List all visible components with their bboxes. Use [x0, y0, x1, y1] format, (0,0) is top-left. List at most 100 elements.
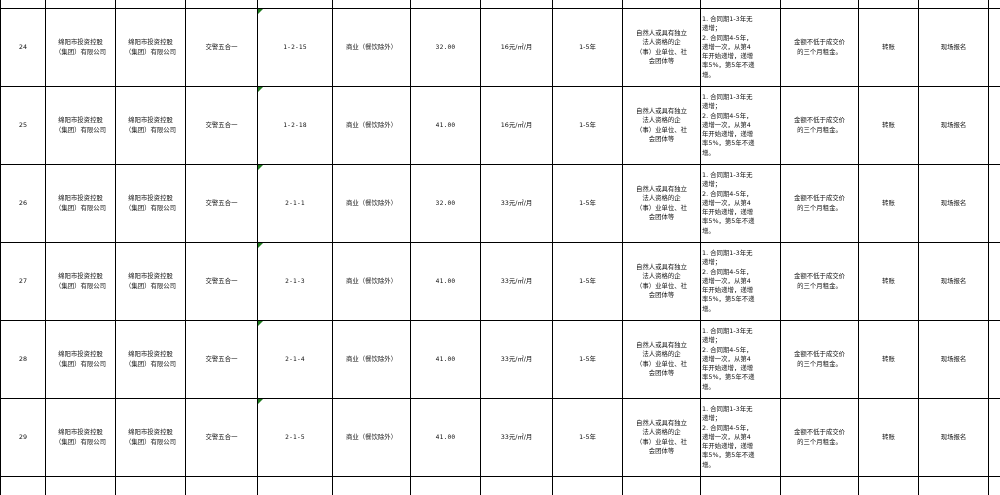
cell-row-number[interactable]: 24 — [1, 9, 46, 87]
cell-lease-term[interactable]: 1-5年 — [553, 9, 623, 87]
cell-project-name[interactable]: 交警五合一 — [186, 87, 258, 165]
cell-usage[interactable]: 商业（餐饮除外） — [333, 243, 411, 321]
cell-signup-method[interactable]: 现场报名 — [919, 243, 989, 321]
cell-starting-price[interactable]: 33元/㎡/月 — [481, 165, 553, 243]
cell-bidder-subject[interactable]: 自然人或具有独立法人资格的企（事）业单位、社会团体等 — [623, 165, 701, 243]
cell-lease-term[interactable]: 1-5年 — [553, 243, 623, 321]
cell-signup-method[interactable]: 现场报名 — [919, 321, 989, 399]
cell-lease-term[interactable]: 1-5年 — [553, 399, 623, 477]
cell-signup-method[interactable]: 现场报名 — [919, 9, 989, 87]
cell-bidder-subject[interactable]: 自然人或具有独立法人资格的企（事）业单位、社会团体等 — [623, 9, 701, 87]
cell-deposit[interactable]: 金额不低于成交价的三个月租金。 — [781, 321, 859, 399]
cell-unit-code[interactable]: 2-1-4 — [258, 321, 333, 399]
cell-entrust-unit[interactable]: 绵阳市投资控股（集团）有限公司 — [116, 9, 186, 87]
cell-deposit[interactable]: 金额不低于成交价的三个月租金。 — [781, 243, 859, 321]
cell-row-number[interactable]: 25 — [1, 87, 46, 165]
cell-unit-code[interactable]: 2-1-3 — [258, 243, 333, 321]
cell-owner[interactable]: 绵阳市投资控股（集团）有限公司 — [46, 87, 116, 165]
cell-unit-code[interactable]: 2-1-1 — [258, 165, 333, 243]
cell-deposit[interactable]: 金额不低于成交价的三个月租金。 — [781, 9, 859, 87]
cell-starting-price[interactable]: 16元/㎡/月 — [481, 9, 553, 87]
cell-unit-code[interactable]: 2-1-5 — [258, 399, 333, 477]
cell-owner[interactable]: 绵阳市投资控股（集团）有限公司 — [46, 321, 116, 399]
cell-payment-method[interactable]: 转账 — [859, 165, 919, 243]
cell-project-name[interactable]: 交警五合一 — [186, 165, 258, 243]
cell-unit-code[interactable]: 1-2-15 — [258, 9, 333, 87]
cell-area[interactable]: 32.00 — [411, 165, 481, 243]
cell-owner[interactable]: 绵阳市投资控股（集团）有限公司 — [46, 9, 116, 87]
cell-payment-method[interactable]: 转账 — [859, 321, 919, 399]
cell-signup-method[interactable]: 现场报名 — [919, 87, 989, 165]
cell-contact[interactable]: 杨先生、薛先生0816-2807167 — [989, 321, 1000, 399]
cell-lease-term[interactable]: 1-5年 — [553, 87, 623, 165]
cell-signup-method[interactable]: 现场报名 — [919, 399, 989, 477]
cell-starting-price[interactable]: 33元/㎡/月 — [481, 321, 553, 399]
cell-area[interactable]: 41.00 — [411, 87, 481, 165]
cell-owner[interactable]: 绵阳市投资控股（集团）有限公司 — [46, 243, 116, 321]
clipped-row-top — [1, 0, 1000, 9]
cell-contact[interactable]: 杨先生、薛先生0816-2807167 — [989, 243, 1000, 321]
cell-deposit[interactable]: 金额不低于成交价的三个月租金。 — [781, 399, 859, 477]
cell-bidder-subject[interactable]: 自然人或具有独立法人资格的企（事）业单位、社会团体等 — [623, 399, 701, 477]
cell-usage[interactable]: 商业（餐饮除外） — [333, 321, 411, 399]
cell-contact[interactable]: 杨先生、薛先生0816-2807167 — [989, 87, 1000, 165]
comment-marker-icon — [258, 165, 263, 170]
cell-payment-method[interactable]: 转账 — [859, 87, 919, 165]
cell-unit-code[interactable]: 1-2-18 — [258, 87, 333, 165]
cell-project-name[interactable]: 交警五合一 — [186, 399, 258, 477]
cell-contact[interactable]: 杨先生、薛先生0816-2807167 — [989, 9, 1000, 87]
cell-bidder-subject[interactable]: 自然人或具有独立法人资格的企（事）业单位、社会团体等 — [623, 87, 701, 165]
cell-contact[interactable]: 杨先生、薛先生0816-2807167 — [989, 165, 1000, 243]
cell-owner[interactable]: 绵阳市投资控股（集团）有限公司 — [46, 165, 116, 243]
comment-marker-icon — [258, 321, 263, 326]
comment-marker-icon — [258, 9, 263, 14]
cell-area[interactable]: 41.00 — [411, 399, 481, 477]
cell-starting-price[interactable]: 16元/㎡/月 — [481, 87, 553, 165]
cell-payment-method[interactable]: 转账 — [859, 9, 919, 87]
cell-entrust-unit[interactable]: 绵阳市投资控股（集团）有限公司 — [116, 399, 186, 477]
cell-area[interactable]: 32.00 — [411, 9, 481, 87]
cell-lease-term[interactable]: 1-5年 — [553, 321, 623, 399]
cell-signup-method[interactable]: 现场报名 — [919, 165, 989, 243]
cell-entrust-unit[interactable]: 绵阳市投资控股（集团）有限公司 — [116, 243, 186, 321]
cell-payment-method[interactable]: 转账 — [859, 399, 919, 477]
cell-area[interactable]: 41.00 — [411, 321, 481, 399]
cell-lease-term[interactable]: 1-5年 — [553, 165, 623, 243]
cell-project-name[interactable]: 交警五合一 — [186, 243, 258, 321]
cell-usage[interactable]: 商业（餐饮除外） — [333, 165, 411, 243]
cell-bidder-subject[interactable]: 自然人或具有独立法人资格的企（事）业单位、社会团体等 — [623, 243, 701, 321]
cell-row-number[interactable]: 29 — [1, 399, 46, 477]
cell-project-name[interactable]: 交警五合一 — [186, 9, 258, 87]
cell-area[interactable]: 41.00 — [411, 243, 481, 321]
cell-usage[interactable]: 商业（餐饮除外） — [333, 9, 411, 87]
cell-row-number[interactable]: 26 — [1, 165, 46, 243]
cell-bidder-subject[interactable]: 自然人或具有独立法人资格的企（事）业单位、社会团体等 — [623, 321, 701, 399]
cell-row-number[interactable]: 27 — [1, 243, 46, 321]
cell-project-name[interactable]: 交警五合一 — [186, 321, 258, 399]
cell-deposit[interactable]: 金额不低于成交价的三个月租金。 — [781, 165, 859, 243]
cell-starting-price[interactable]: 33元/㎡/月 — [481, 243, 553, 321]
cell-payment-method[interactable]: 转账 — [859, 243, 919, 321]
cell-usage[interactable]: 商业（餐饮除外） — [333, 87, 411, 165]
cell-starting-price[interactable]: 33元/㎡/月 — [481, 399, 553, 477]
cell-entrust-unit[interactable]: 绵阳市投资控股（集团）有限公司 — [116, 321, 186, 399]
cell-row-number[interactable]: 28 — [1, 321, 46, 399]
cell-usage[interactable]: 商业（餐饮除外） — [333, 399, 411, 477]
cell-owner[interactable]: 绵阳市投资控股（集团）有限公司 — [46, 399, 116, 477]
cell-contact[interactable]: 杨先生、薛先生0816-2807167 — [989, 399, 1000, 477]
cell-entrust-unit[interactable]: 绵阳市投资控股（集团）有限公司 — [116, 87, 186, 165]
cell-deposit[interactable]: 金额不低于成交价的三个月租金。 — [781, 87, 859, 165]
cell-entrust-unit[interactable]: 绵阳市投资控股（集团）有限公司 — [116, 165, 186, 243]
